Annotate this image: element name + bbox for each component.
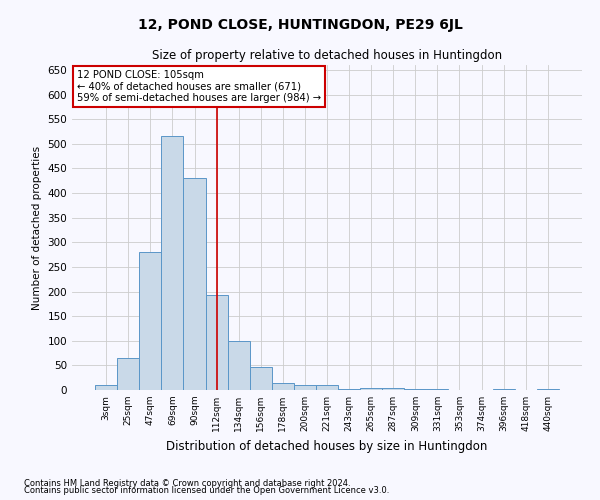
- Bar: [95, 385, 117, 390]
- Bar: [250, 368, 272, 390]
- Bar: [161, 136, 184, 390]
- Text: 12 POND CLOSE: 105sqm
← 40% of detached houses are smaller (671)
59% of semi-det: 12 POND CLOSE: 105sqm ← 40% of detached …: [77, 70, 321, 103]
- Bar: [139, 252, 161, 390]
- Bar: [294, 385, 316, 390]
- Bar: [382, 388, 404, 390]
- Y-axis label: Number of detached properties: Number of detached properties: [32, 146, 42, 310]
- Bar: [206, 295, 227, 390]
- Bar: [427, 389, 448, 390]
- Text: 12, POND CLOSE, HUNTINGDON, PE29 6JL: 12, POND CLOSE, HUNTINGDON, PE29 6JL: [137, 18, 463, 32]
- Title: Size of property relative to detached houses in Huntingdon: Size of property relative to detached ho…: [152, 50, 502, 62]
- Bar: [316, 385, 338, 390]
- Bar: [493, 388, 515, 390]
- Bar: [184, 178, 206, 390]
- Bar: [537, 389, 559, 390]
- X-axis label: Distribution of detached houses by size in Huntingdon: Distribution of detached houses by size …: [166, 440, 488, 452]
- Bar: [338, 389, 360, 390]
- Bar: [227, 341, 250, 390]
- Bar: [360, 388, 382, 390]
- Bar: [404, 389, 427, 390]
- Bar: [117, 358, 139, 390]
- Text: Contains HM Land Registry data © Crown copyright and database right 2024.: Contains HM Land Registry data © Crown c…: [24, 478, 350, 488]
- Bar: [272, 382, 294, 390]
- Text: Contains public sector information licensed under the Open Government Licence v3: Contains public sector information licen…: [24, 486, 389, 495]
